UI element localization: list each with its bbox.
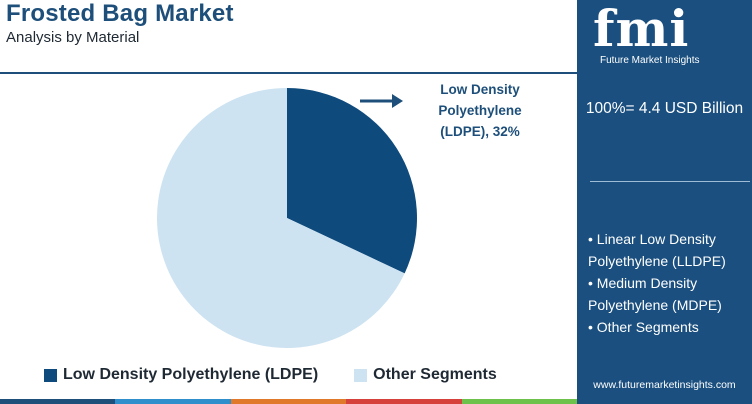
bottom-bar-segment: [115, 399, 231, 404]
segment-item: • Medium Density Polyethylene (MDPE): [588, 275, 722, 313]
bottom-bar-segment: [230, 399, 347, 404]
segment-item: • Other Segments: [588, 319, 699, 335]
website-url: www.futuremarketinsights.com: [593, 379, 736, 391]
fmi-logo: fmi Future Market Insights: [590, 0, 740, 72]
chart-legend: Low Density Polyethylene (LDPE) Other Se…: [44, 366, 533, 384]
logo-subtitle: Future Market Insights: [600, 55, 700, 66]
legend-item-ldpe: Low Density Polyethylene (LDPE): [44, 366, 318, 384]
logo-letters: fmi: [593, 0, 690, 58]
pie-chart: [156, 88, 417, 349]
market-total: 100%= 4.4 USD Billion: [585, 100, 744, 117]
callout-arrow: [360, 94, 403, 108]
pie-slices: [156, 88, 417, 349]
bottom-color-bar: [0, 399, 578, 404]
chart-title: Frosted Bag Market: [6, 0, 234, 27]
segment-item: • Linear Low Density Polyethylene (LLDPE…: [588, 231, 726, 269]
pie-slice-other: [156, 88, 405, 349]
sidebar-divider: [590, 181, 750, 182]
legend-swatch-ldpe: [44, 368, 57, 382]
other-segments-list: • Linear Low Density Polyethylene (LLDPE…: [588, 228, 750, 338]
info-sidebar: [577, 0, 752, 404]
legend-label-ldpe: Low Density Polyethylene (LDPE): [63, 366, 319, 383]
chart-subtitle: Analysis by Material: [6, 29, 140, 46]
header-divider: [0, 72, 577, 74]
legend-item-other: Other Segments: [354, 366, 497, 384]
legend-swatch-other: [354, 368, 368, 382]
bottom-bar-segment: [346, 399, 462, 404]
pie-slice-ldpe: [287, 88, 417, 274]
legend-label-other: Other Segments: [373, 366, 497, 383]
bottom-bar-segment: [461, 399, 578, 404]
ldpe-callout-label: Low Density Polyethylene (LDPE), 32%: [438, 82, 522, 139]
bottom-bar-segment: [0, 399, 116, 404]
